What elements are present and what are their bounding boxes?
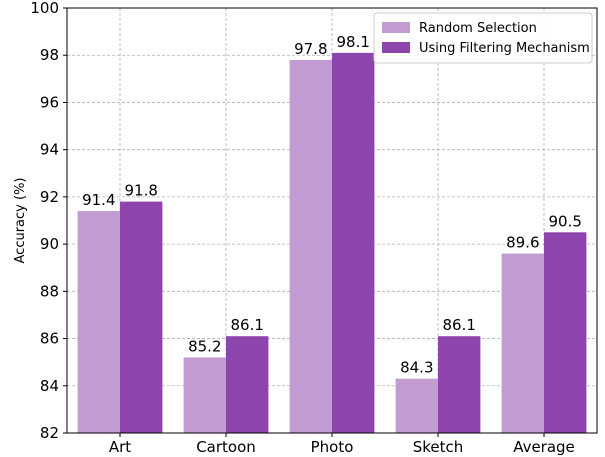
legend-swatch [382, 42, 410, 53]
x-tick-label: Cartoon [196, 438, 256, 456]
y-tick-label: 84 [40, 377, 59, 395]
data-label: 97.8 [294, 40, 327, 58]
y-tick-label: 88 [40, 282, 59, 300]
bar-random-selection [77, 211, 120, 433]
legend: Random Selection Using Filtering Mechanis… [373, 12, 593, 64]
y-tick-label: 98 [40, 46, 59, 64]
data-label: 85.2 [188, 337, 221, 355]
bar-random-selection [501, 253, 544, 433]
legend-label: Using Filtering Mechanism [419, 41, 590, 56]
y-tick-label: 82 [40, 424, 59, 442]
y-axis-label: Accuracy (%) [13, 178, 28, 264]
data-labels: 91.4 91.8 85.2 86.1 97.8 98.1 84.3 86.1 89.6 90.5 [82, 33, 582, 377]
bar-random-selection [289, 59, 332, 433]
data-label: 89.6 [506, 234, 539, 252]
bar-filtering-mechanism [226, 336, 269, 433]
bars [77, 52, 587, 433]
bar-filtering-mechanism [438, 336, 481, 433]
y-tick-label: 100 [30, 0, 59, 17]
data-label: 91.4 [82, 191, 115, 209]
bar-filtering-mechanism [120, 201, 163, 433]
legend-label: Random Selection [419, 21, 537, 36]
legend-box [373, 12, 593, 64]
plot-frame [66, 7, 598, 434]
y-tick-label: 94 [40, 141, 59, 159]
axes: 82 84 86 88 90 92 94 96 98 100 Art Cartoon Photo Sket… [30, 0, 598, 456]
x-tick-label: Sketch [413, 438, 464, 456]
x-tick-label: Average [513, 438, 575, 456]
bar-random-selection [183, 357, 226, 433]
data-label: 86.1 [230, 316, 263, 334]
data-label: 90.5 [548, 212, 581, 230]
data-label: 84.3 [400, 359, 433, 377]
y-tick-label: 86 [40, 330, 59, 348]
y-tick-label: 96 [40, 93, 59, 111]
y-tick-label: 90 [40, 235, 59, 253]
bar-random-selection [395, 378, 438, 433]
data-label: 86.1 [442, 316, 475, 334]
bar-filtering-mechanism [544, 232, 587, 433]
data-label: 91.8 [124, 182, 157, 200]
bar-filtering-mechanism [332, 52, 375, 433]
x-tick-label: Photo [311, 438, 354, 456]
data-label: 98.1 [336, 33, 369, 51]
y-tick-label: 92 [40, 188, 59, 206]
legend-swatch [382, 22, 410, 33]
x-tick-label: Art [109, 438, 131, 456]
